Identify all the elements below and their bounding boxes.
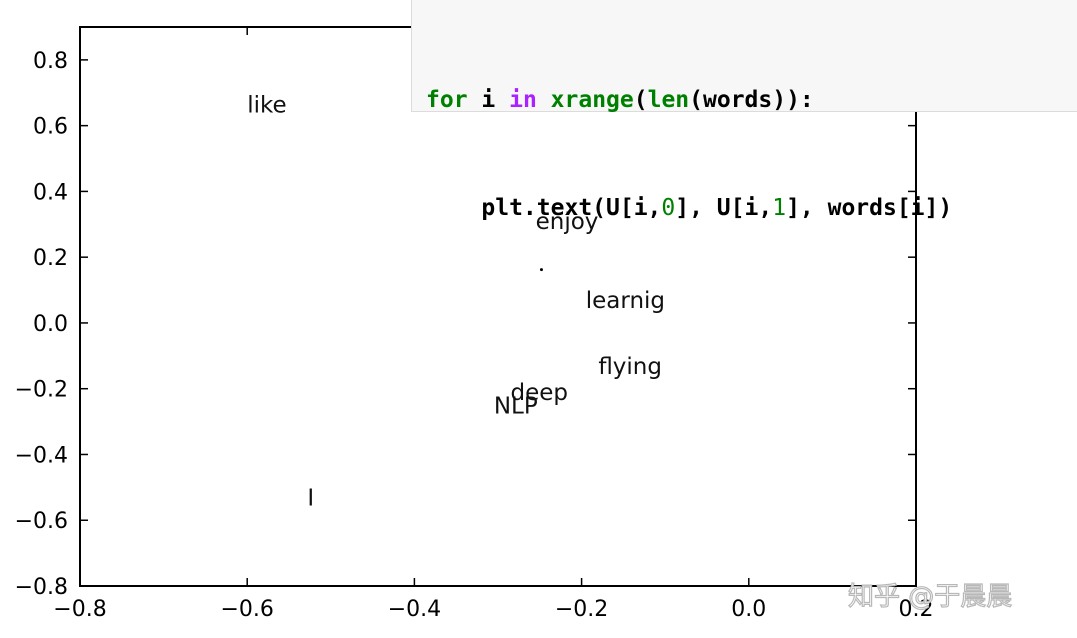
code-line-2: plt.text(U[i,0], U[i,1], words[i]) — [426, 190, 1077, 226]
y-tick-label: 0.6 — [33, 115, 68, 140]
code-token: for — [426, 87, 468, 113]
x-tick-label: −0.6 — [220, 597, 273, 622]
x-tick-label: −0.8 — [53, 597, 106, 622]
code-token: plt.text(U[i, — [426, 195, 662, 221]
x-tick-label: 0.2 — [899, 597, 934, 622]
code-line-1: for i in xrange(len(words)): — [426, 82, 1077, 118]
x-tick-label: −0.4 — [388, 597, 441, 622]
code-token: ], U[i, — [675, 195, 773, 221]
word-label-i: I — [307, 485, 314, 511]
code-token: len — [647, 87, 690, 113]
y-tick-label: −0.2 — [15, 378, 68, 403]
word-label-flying: flying — [598, 354, 662, 380]
code-token: in — [509, 87, 537, 113]
code-token: i — [467, 87, 510, 113]
y-tick-label: −0.6 — [15, 509, 68, 534]
code-token: 1 — [772, 195, 787, 221]
code-token: ( — [633, 87, 648, 113]
y-tick-label: 0.8 — [33, 49, 68, 74]
watermark: 知乎 @于晨晨 — [848, 582, 1012, 612]
code-token: xrange — [550, 87, 634, 113]
code-token: 0 — [661, 195, 676, 221]
code-token: (words)): — [689, 87, 814, 113]
code-token: ], words[i]) — [786, 195, 953, 221]
word-label-like: like — [247, 92, 286, 118]
x-axis: −0.8 −0.6 −0.4 −0.2 0.0 0.2 — [53, 27, 934, 622]
x-tick-label: −0.2 — [555, 597, 608, 622]
y-axis: 0.8 0.6 0.4 0.2 0.0 −0.2 −0.4 −0.6 −0.8 — [15, 49, 916, 600]
y-tick-label: −0.8 — [15, 575, 68, 600]
x-tick-label: 0.0 — [731, 597, 766, 622]
point-marker — [539, 268, 543, 272]
y-tick-label: 0.0 — [33, 312, 68, 337]
y-tick-label: 0.2 — [33, 246, 68, 271]
code-token — [537, 87, 551, 113]
word-label-nlp: NLP — [494, 393, 538, 419]
word-label-enjoy: enjoy — [536, 209, 599, 235]
code-cell: for i in xrange(len(words)): plt.text(U[… — [411, 0, 1077, 221]
word-label-learnig: learnig — [586, 288, 665, 314]
y-tick-label: 0.4 — [33, 180, 68, 205]
word-label-deep: deep — [511, 380, 569, 406]
y-tick-label: −0.4 — [15, 443, 68, 468]
